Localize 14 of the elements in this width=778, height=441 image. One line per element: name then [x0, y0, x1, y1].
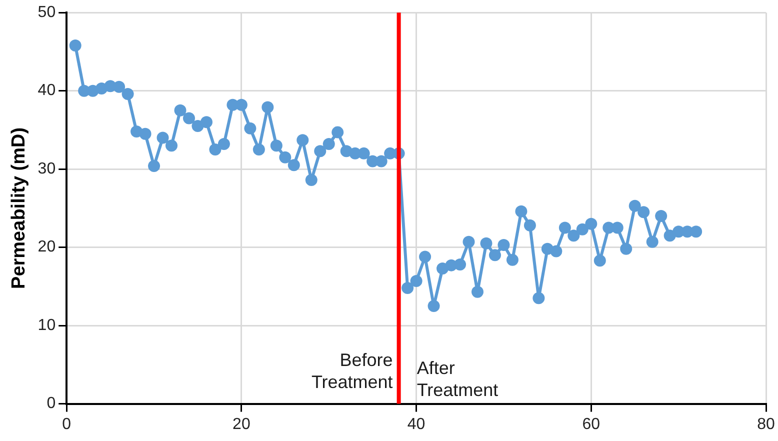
- y-tick-label: 10: [38, 316, 56, 334]
- x-tick-label: 60: [582, 416, 600, 433]
- y-tick-label: 30: [38, 160, 56, 178]
- x-tick-label: 20: [232, 416, 250, 433]
- x-tick-label: 40: [407, 416, 426, 433]
- y-tick-label: 40: [38, 82, 56, 100]
- x-tick-label: 80: [757, 416, 775, 433]
- y-tick-label: 20: [38, 238, 56, 256]
- y-tick-label: 0: [46, 395, 56, 412]
- y-tick-label: 50: [38, 4, 56, 22]
- x-tick-label: 0: [62, 416, 72, 433]
- annotation: After Treatment: [416, 358, 498, 400]
- annotation: Before Treatment: [311, 350, 393, 392]
- y-axis-title: Permeability (mD): [8, 127, 30, 289]
